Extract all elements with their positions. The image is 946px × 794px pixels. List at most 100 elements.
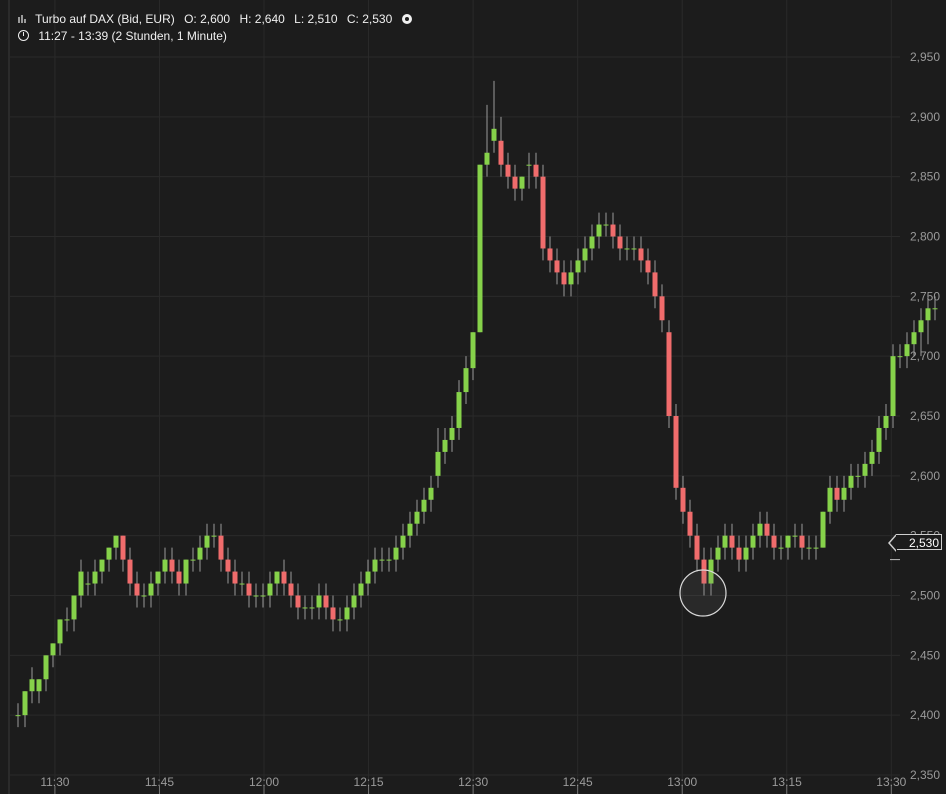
candle-up [393, 547, 399, 560]
candle-down [218, 535, 224, 560]
candle-down [498, 140, 504, 165]
candle-up [603, 224, 609, 226]
candle-up [491, 128, 497, 141]
candle-up [106, 547, 112, 560]
candle-down [120, 535, 126, 560]
candle-up [71, 595, 77, 620]
y-tick-label: 2,700 [910, 349, 940, 363]
candle-up [379, 559, 385, 561]
candle-up [904, 344, 910, 357]
candle-down [281, 571, 287, 584]
candle-up [358, 583, 364, 596]
close-value: C: 2,530 [346, 12, 393, 26]
candle-up [435, 451, 441, 476]
candle-up [43, 655, 49, 680]
candle-down [764, 523, 770, 536]
candle-up [890, 356, 896, 416]
candle-up [428, 487, 434, 500]
x-tick-label: 11:45 [145, 775, 174, 789]
candle-down [687, 511, 693, 536]
candle-down [330, 607, 336, 620]
y-tick-label: 2,600 [910, 469, 940, 483]
candle-down [505, 164, 511, 177]
candle-up [715, 547, 721, 560]
candle-up [848, 475, 854, 488]
candle-up [456, 392, 462, 428]
candle-up [267, 583, 273, 596]
candle-up [568, 272, 574, 285]
candle-up [918, 320, 924, 333]
candle-up [589, 236, 595, 249]
candle-up [260, 595, 266, 597]
candle-up [526, 164, 532, 166]
candle-up [351, 595, 357, 608]
y-tick-label: 2,500 [910, 589, 940, 603]
y-tick-label: 2,750 [910, 289, 940, 303]
candle-up [855, 475, 861, 477]
candle-up [386, 559, 392, 561]
x-axis: 11:30 11:45 12:00 12:15 12:30 12:45 13:00 13:15… [40, 775, 907, 794]
candle-up [204, 535, 210, 548]
y-axis: 2,3502,4002,4502,5002,5502,6002,6502,700… [890, 50, 940, 782]
candle-up [78, 571, 84, 596]
candle-up [463, 368, 469, 393]
candle-up [337, 619, 343, 621]
candle-up [253, 595, 259, 597]
time-range-row: 11:27 - 13:39 (2 Stunden, 1 Minute) [18, 29, 227, 43]
candle-up [631, 248, 637, 250]
candle-series [15, 80, 938, 728]
candle-up [750, 535, 756, 548]
candle-up [155, 571, 161, 584]
candle-up [365, 571, 371, 584]
candle-up [113, 535, 119, 548]
candle-up [596, 224, 602, 237]
candle-up [876, 427, 882, 452]
x-tick-label: 12:45 [563, 775, 593, 789]
candle-up [407, 523, 413, 536]
x-tick-label: 12:00 [249, 775, 279, 789]
candle-up [806, 547, 812, 549]
candle-down [540, 176, 546, 249]
candle-up [85, 583, 91, 585]
candle-up [932, 308, 938, 310]
candle-up [869, 451, 875, 464]
candle-down [134, 583, 140, 596]
candle-up [309, 607, 315, 609]
candle-up [813, 547, 819, 549]
x-tick-label: 13:00 [667, 775, 697, 789]
candle-down [666, 332, 672, 416]
candle-down [645, 260, 651, 273]
candle-down [736, 547, 742, 560]
visibility-icon[interactable] [401, 14, 412, 24]
candle-up [820, 511, 826, 548]
y-tick-label: 2,900 [910, 110, 940, 124]
candle-down [799, 535, 805, 548]
candle-up [743, 547, 749, 560]
candle-up [757, 523, 763, 536]
indicator-icon[interactable] [18, 14, 28, 24]
candle-down [512, 176, 518, 189]
candle-down [701, 559, 707, 584]
candle-up [183, 559, 189, 584]
time-range: 11:27 - 13:39 (2 Stunden, 1 Minute) [38, 29, 227, 43]
candle-down [232, 571, 238, 584]
candle-up [274, 571, 280, 584]
candle-up [421, 499, 427, 512]
candle-down [547, 248, 553, 261]
candle-down [554, 260, 560, 273]
candle-up [64, 619, 70, 621]
candle-down [561, 272, 567, 285]
y-tick-label: 2,800 [910, 230, 940, 244]
y-tick-label: 2,450 [910, 648, 940, 662]
candle-down [610, 224, 616, 237]
candle-down [617, 236, 623, 249]
candle-down [694, 535, 700, 560]
candle-up [92, 571, 98, 584]
candle-up [190, 559, 196, 561]
candle-up [239, 583, 245, 585]
candle-up [302, 607, 308, 609]
candle-up [785, 535, 791, 548]
candle-down [771, 535, 777, 548]
candle-up [141, 595, 147, 597]
